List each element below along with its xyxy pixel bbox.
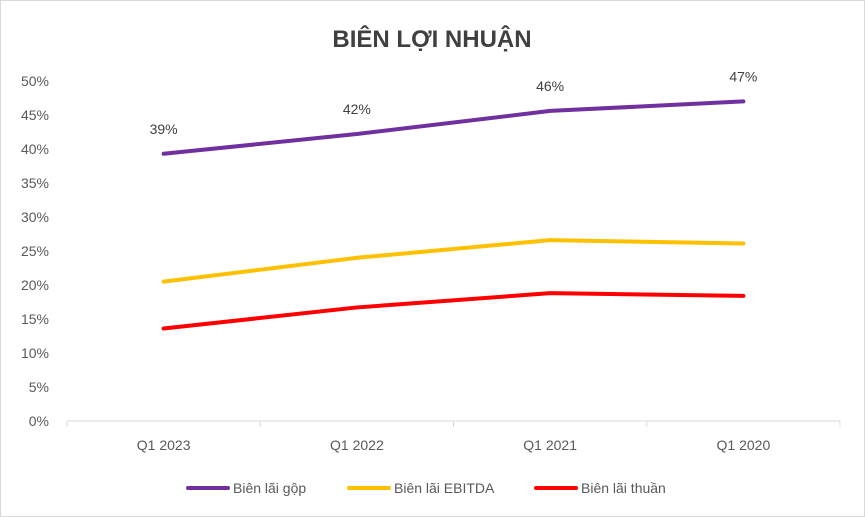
y-tick-label: 25% [21, 243, 49, 259]
y-tick-label: 10% [21, 345, 49, 361]
y-tick-label: 30% [21, 209, 49, 225]
y-tick-label: 20% [21, 277, 49, 293]
chart-title: BIÊN LỢI NHUẬN [332, 25, 531, 53]
x-tick-label: Q1 2022 [330, 437, 384, 453]
x-tick-label: Q1 2020 [717, 437, 771, 453]
y-tick-label: 5% [29, 379, 49, 395]
data-label: 42% [343, 101, 371, 117]
x-tick-label: Q1 2021 [523, 437, 577, 453]
y-tick-label: 45% [21, 107, 49, 123]
x-tick-label: Q1 2023 [137, 437, 191, 453]
y-tick-label: 15% [21, 311, 49, 327]
legend-label: Biên lãi EBITDA [394, 480, 495, 496]
y-tick-label: 50% [21, 73, 49, 89]
series-line-2 [161, 238, 746, 284]
y-tick-label: 0% [29, 413, 49, 429]
legend-label: Biên lãi gộp [233, 480, 306, 496]
legend-label: Biên lãi thuần [581, 480, 666, 496]
data-label: 47% [729, 68, 757, 84]
y-tick-label: 35% [21, 175, 49, 191]
series-line-3 [161, 291, 746, 331]
series-line-1 [161, 99, 746, 156]
y-tick-label: 40% [21, 141, 49, 157]
data-label: 46% [536, 78, 564, 94]
data-label: 39% [150, 121, 178, 137]
